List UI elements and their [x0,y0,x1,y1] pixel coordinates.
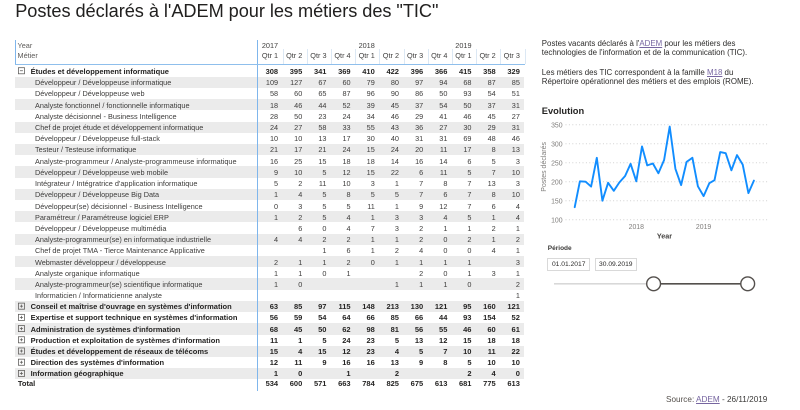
svg-text:100: 100 [551,217,563,224]
svg-text:150: 150 [551,198,563,205]
svg-text:200: 200 [551,179,563,186]
svg-text:Year: Year [657,232,672,241]
svg-text:2019: 2019 [696,224,711,231]
svg-text:350: 350 [551,122,563,129]
svg-text:2018: 2018 [629,224,644,231]
svg-text:Postes déclarés: Postes déclarés [541,142,548,192]
svg-text:300: 300 [551,141,563,148]
svg-text:250: 250 [551,160,563,167]
